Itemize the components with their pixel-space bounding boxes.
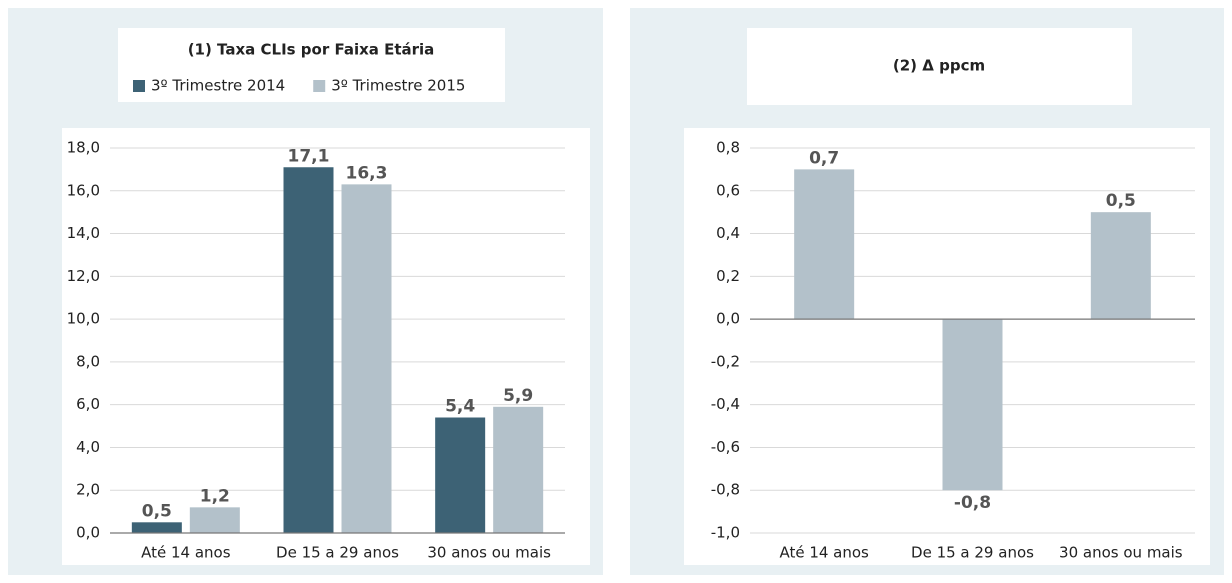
y-tick-label: 8,0: [76, 352, 100, 370]
bar: [131, 522, 182, 533]
legend-swatch: [313, 80, 326, 92]
value-label: -0,8: [954, 493, 991, 513]
bar: [341, 184, 392, 533]
bar: [435, 417, 486, 533]
y-tick-label: 0,6: [716, 181, 740, 199]
y-tick-label: 4,0: [76, 438, 100, 456]
x-tick-label: Até 14 anos: [141, 544, 231, 562]
y-tick-label: -1,0: [711, 524, 740, 542]
value-label: 5,9: [503, 386, 533, 406]
y-tick-label: 0,4: [716, 224, 740, 242]
legend-swatch: [133, 80, 145, 92]
legend-label: 3º Trimestre 2015: [331, 77, 465, 95]
value-label: 5,4: [445, 397, 475, 417]
chart-title: (1) Taxa CLIs por Faixa Etária: [188, 41, 435, 59]
value-label: 0,5: [142, 501, 172, 521]
x-tick-label: De 15 a 29 anos: [911, 544, 1034, 562]
y-tick-label: -0,4: [711, 395, 740, 413]
bar: [794, 169, 855, 320]
y-tick-label: 10,0: [67, 310, 100, 328]
x-tick-label: De 15 a 29 anos: [276, 544, 399, 562]
y-tick-label: 0,0: [76, 524, 100, 542]
value-label: 0,7: [809, 148, 839, 168]
y-tick-label: -0,8: [711, 481, 740, 499]
y-tick-label: 14,0: [67, 224, 100, 242]
y-tick-label: 0,2: [716, 267, 740, 285]
title-box: [747, 28, 1132, 105]
bar: [189, 507, 240, 533]
chart-title: (2) Δ ppcm: [893, 57, 985, 75]
bar: [1090, 212, 1151, 320]
x-tick-label: Até 14 anos: [779, 544, 869, 562]
value-label: 16,3: [346, 163, 388, 183]
value-label: 0,5: [1106, 191, 1136, 211]
y-tick-label: 2,0: [76, 481, 100, 499]
y-tick-label: 6,0: [76, 395, 100, 413]
x-tick-label: 30 anos ou mais: [427, 544, 551, 562]
x-tick-label: 30 anos ou mais: [1059, 544, 1183, 562]
bar: [942, 319, 1003, 491]
legend-label: 3º Trimestre 2014: [151, 77, 285, 95]
y-tick-label: -0,2: [711, 352, 740, 370]
y-tick-label: -0,6: [711, 438, 740, 456]
y-tick-label: 12,0: [67, 267, 100, 285]
y-tick-label: 0,8: [716, 139, 740, 157]
bar: [283, 167, 334, 533]
value-label: 1,2: [200, 486, 230, 506]
bar: [493, 406, 544, 533]
value-label: 17,1: [288, 146, 330, 166]
y-tick-label: 0,0: [716, 310, 740, 328]
title-box: [118, 28, 505, 102]
y-tick-label: 16,0: [67, 181, 100, 199]
y-tick-label: 18,0: [67, 139, 100, 157]
